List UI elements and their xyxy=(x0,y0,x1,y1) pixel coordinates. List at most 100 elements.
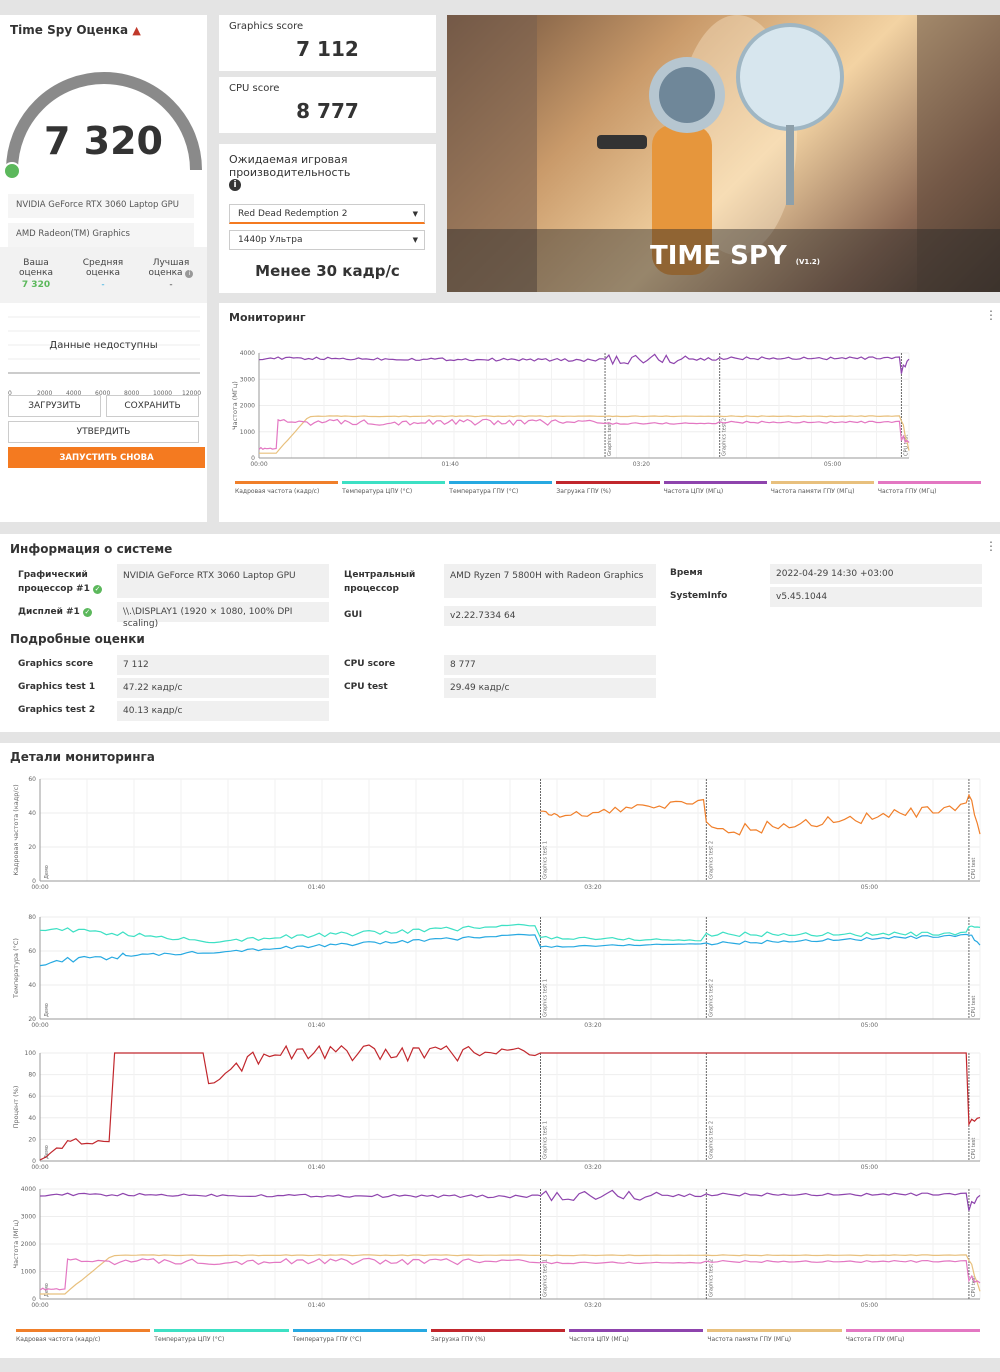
chart-axes: 80 60 40 2000:00 01:40 03:20 05:00 Температура … xyxy=(12,914,981,1029)
monitoring-details-card: Детали мониторинга 60 40 20 0 00:00 01:40 03:2… xyxy=(0,743,1000,1358)
more-options-icon[interactable]: ⋮ xyxy=(985,539,997,553)
marker-label: CPU test xyxy=(971,1276,977,1297)
y-tick-label: 0 xyxy=(32,878,36,885)
x-tick-label: 05:00 xyxy=(861,1302,878,1309)
no-data-text: Данные недоступны xyxy=(49,340,158,351)
marker-label: Демо xyxy=(44,1145,50,1159)
details-legend-item[interactable]: Частота ГПУ (МГц) xyxy=(845,1329,980,1343)
igpu-name: AMD Radeon(TM) Graphics xyxy=(16,229,130,239)
display-label: Дисплей #1 xyxy=(18,607,80,617)
x-tick-label: 03:20 xyxy=(584,1022,601,1029)
legend-label: Температура ЦПУ (°C) xyxy=(154,1336,225,1343)
hero-title: TIME SPY xyxy=(650,241,787,271)
marker-label: Graphics test 1 xyxy=(542,979,548,1017)
cpu-score-row-label: CPU score xyxy=(344,659,396,669)
game-select-value: Red Dead Redemption 2 xyxy=(238,209,348,219)
gpu-value: NVIDIA GeForce RTX 3060 Laptop GPU xyxy=(117,564,329,598)
marker-label: CPU test xyxy=(903,435,909,456)
details-legend-item[interactable]: Частота ЦПУ (МГц) xyxy=(569,1329,704,1343)
monitoring-legend-item[interactable]: Загрузка ГПУ (%) xyxy=(556,481,660,495)
marker-label: CPU test xyxy=(971,1138,977,1159)
details-legend-item[interactable]: Частота памяти ГПУ (МГц) xyxy=(707,1329,842,1343)
x-tick-label: 03:20 xyxy=(584,1302,601,1309)
details-legend-item[interactable]: Температура ЦПУ (°C) xyxy=(154,1329,289,1343)
details-legend-item[interactable]: Температура ГПУ (°C) xyxy=(292,1329,427,1343)
x-tick-label: 05:00 xyxy=(861,1022,878,1029)
x-tick-label: 01:40 xyxy=(308,1164,325,1171)
details-legend-item[interactable]: Загрузка ГПУ (%) xyxy=(430,1329,566,1343)
legend-label: Частота ГПУ (МГц) xyxy=(877,488,937,495)
legend-label: Частота ГПУ (МГц) xyxy=(845,1336,905,1343)
preset-select-value: 1440p Ультра xyxy=(238,235,303,245)
monitoring-legend-item[interactable]: Частота памяти ГПУ (МГц) xyxy=(770,481,874,495)
detailed-scores-title: Подробные оценки xyxy=(10,632,145,646)
series-gpu-temp xyxy=(39,933,981,967)
more-options-icon[interactable]: ⋮ xyxy=(985,308,997,322)
save-button[interactable]: СОХРАНИТЬ xyxy=(106,395,199,417)
x-tick-label: 00:00 xyxy=(31,1022,48,1029)
preset-select[interactable]: 1440p Ультра ▼ xyxy=(229,230,425,250)
systeminfo-label: SystemInfo xyxy=(670,591,728,601)
load-button[interactable]: ЗАГРУЗИТЬ xyxy=(8,395,101,417)
x-tick-label: 05:00 xyxy=(861,884,878,891)
x-tick-label: 05:00 xyxy=(824,461,841,468)
graphics-test2-value: 40.13 кадр/с xyxy=(117,701,329,721)
series-cpu-clock xyxy=(39,1189,981,1211)
distribution-tick-label: 6000 xyxy=(95,390,111,397)
legend-swatch xyxy=(235,481,339,484)
chevron-down-icon: ▼ xyxy=(412,236,418,244)
monitoring-legend-item[interactable]: Частота ГПУ (МГц) xyxy=(877,481,981,495)
monitoring-legend-item[interactable]: Частота ЦПУ (МГц) xyxy=(663,481,767,495)
y-tick-label: 80 xyxy=(28,1072,36,1079)
series-gpu-clock xyxy=(39,1257,981,1291)
marker-label: Graphics test 1 xyxy=(542,841,548,879)
graphics-score-card: Graphics score 7 112 xyxy=(219,15,436,71)
run-again-button[interactable]: ЗАПУСТИТЬ СНОВА xyxy=(8,447,205,468)
distribution-tick-label: 2000 xyxy=(37,390,53,397)
monitoring-legend-item[interactable]: Кадровая частота (кадр/с) xyxy=(235,481,339,495)
info-icon[interactable]: i xyxy=(185,270,194,278)
warning-icon: ▲ xyxy=(132,24,141,37)
x-tick-label: 03:20 xyxy=(584,884,601,891)
y-tick-label: 60 xyxy=(28,948,36,955)
x-tick-label: 00:00 xyxy=(31,884,48,891)
monitoring-legend-item[interactable]: Температура ЦПУ (°C) xyxy=(342,481,446,495)
cpu-score-row-value: 8 777 xyxy=(444,655,656,675)
info-icon[interactable]: i xyxy=(229,179,241,191)
monitoring-title: Мониторинг xyxy=(229,311,306,324)
legend-swatch xyxy=(663,481,767,484)
y-tick-label: 20 xyxy=(28,844,36,851)
gui-value: v2.22.7334 64 xyxy=(444,606,656,626)
x-tick-label: 00:00 xyxy=(31,1164,48,1171)
time-label: Время xyxy=(670,568,703,578)
score-gauge xyxy=(3,72,202,180)
legend-label: Частота памяти ГПУ (МГц) xyxy=(707,1336,792,1343)
monitoring-legend-item[interactable]: Температура ГПУ (°C) xyxy=(449,481,553,495)
legend-swatch xyxy=(770,481,874,484)
confirm-button[interactable]: УТВЕРДИТЬ xyxy=(8,421,199,443)
gui-label: GUI xyxy=(344,610,363,620)
x-tick-label: 00:00 xyxy=(31,1302,48,1309)
monitoring-chart: 4000 3000 2000 1000 000:00 01:40 03:20 05:00 Час… xyxy=(231,350,910,468)
marker-label: Демо xyxy=(44,1283,50,1297)
details-legend-item[interactable]: Кадровая частота (кадр/с) xyxy=(16,1329,151,1343)
gpu-name: NVIDIA GeForce RTX 3060 Laptop GPU xyxy=(16,200,180,210)
chart-axes: 100 80 60 40 20 000:00 01:40 03:20 05:00 Процент … xyxy=(12,1050,981,1171)
legend-swatch xyxy=(292,1329,427,1332)
graphics-test2-label: Graphics test 2 xyxy=(18,705,96,715)
total-score: 7 320 xyxy=(44,119,163,163)
score-title: Time Spy Оценка xyxy=(10,23,129,37)
best-score-value: - xyxy=(169,280,173,290)
distribution-tick-label: 8000 xyxy=(124,390,140,397)
marker-label: Graphics test 2 xyxy=(708,1121,714,1159)
cpu-test-value: 29.49 кадр/с xyxy=(444,678,656,698)
average-score-label: Средняя оценка xyxy=(82,258,124,278)
hero-image: TIME SPY (V1.2) xyxy=(447,15,1000,292)
average-score-value: - xyxy=(101,280,105,290)
legend-swatch xyxy=(556,481,660,484)
game-select[interactable]: Red Dead Redemption 2 ▼ xyxy=(229,204,425,224)
y-tick-label: 4000 xyxy=(240,350,255,357)
legend-swatch xyxy=(342,481,446,484)
y-tick-label: 2000 xyxy=(21,1241,36,1248)
